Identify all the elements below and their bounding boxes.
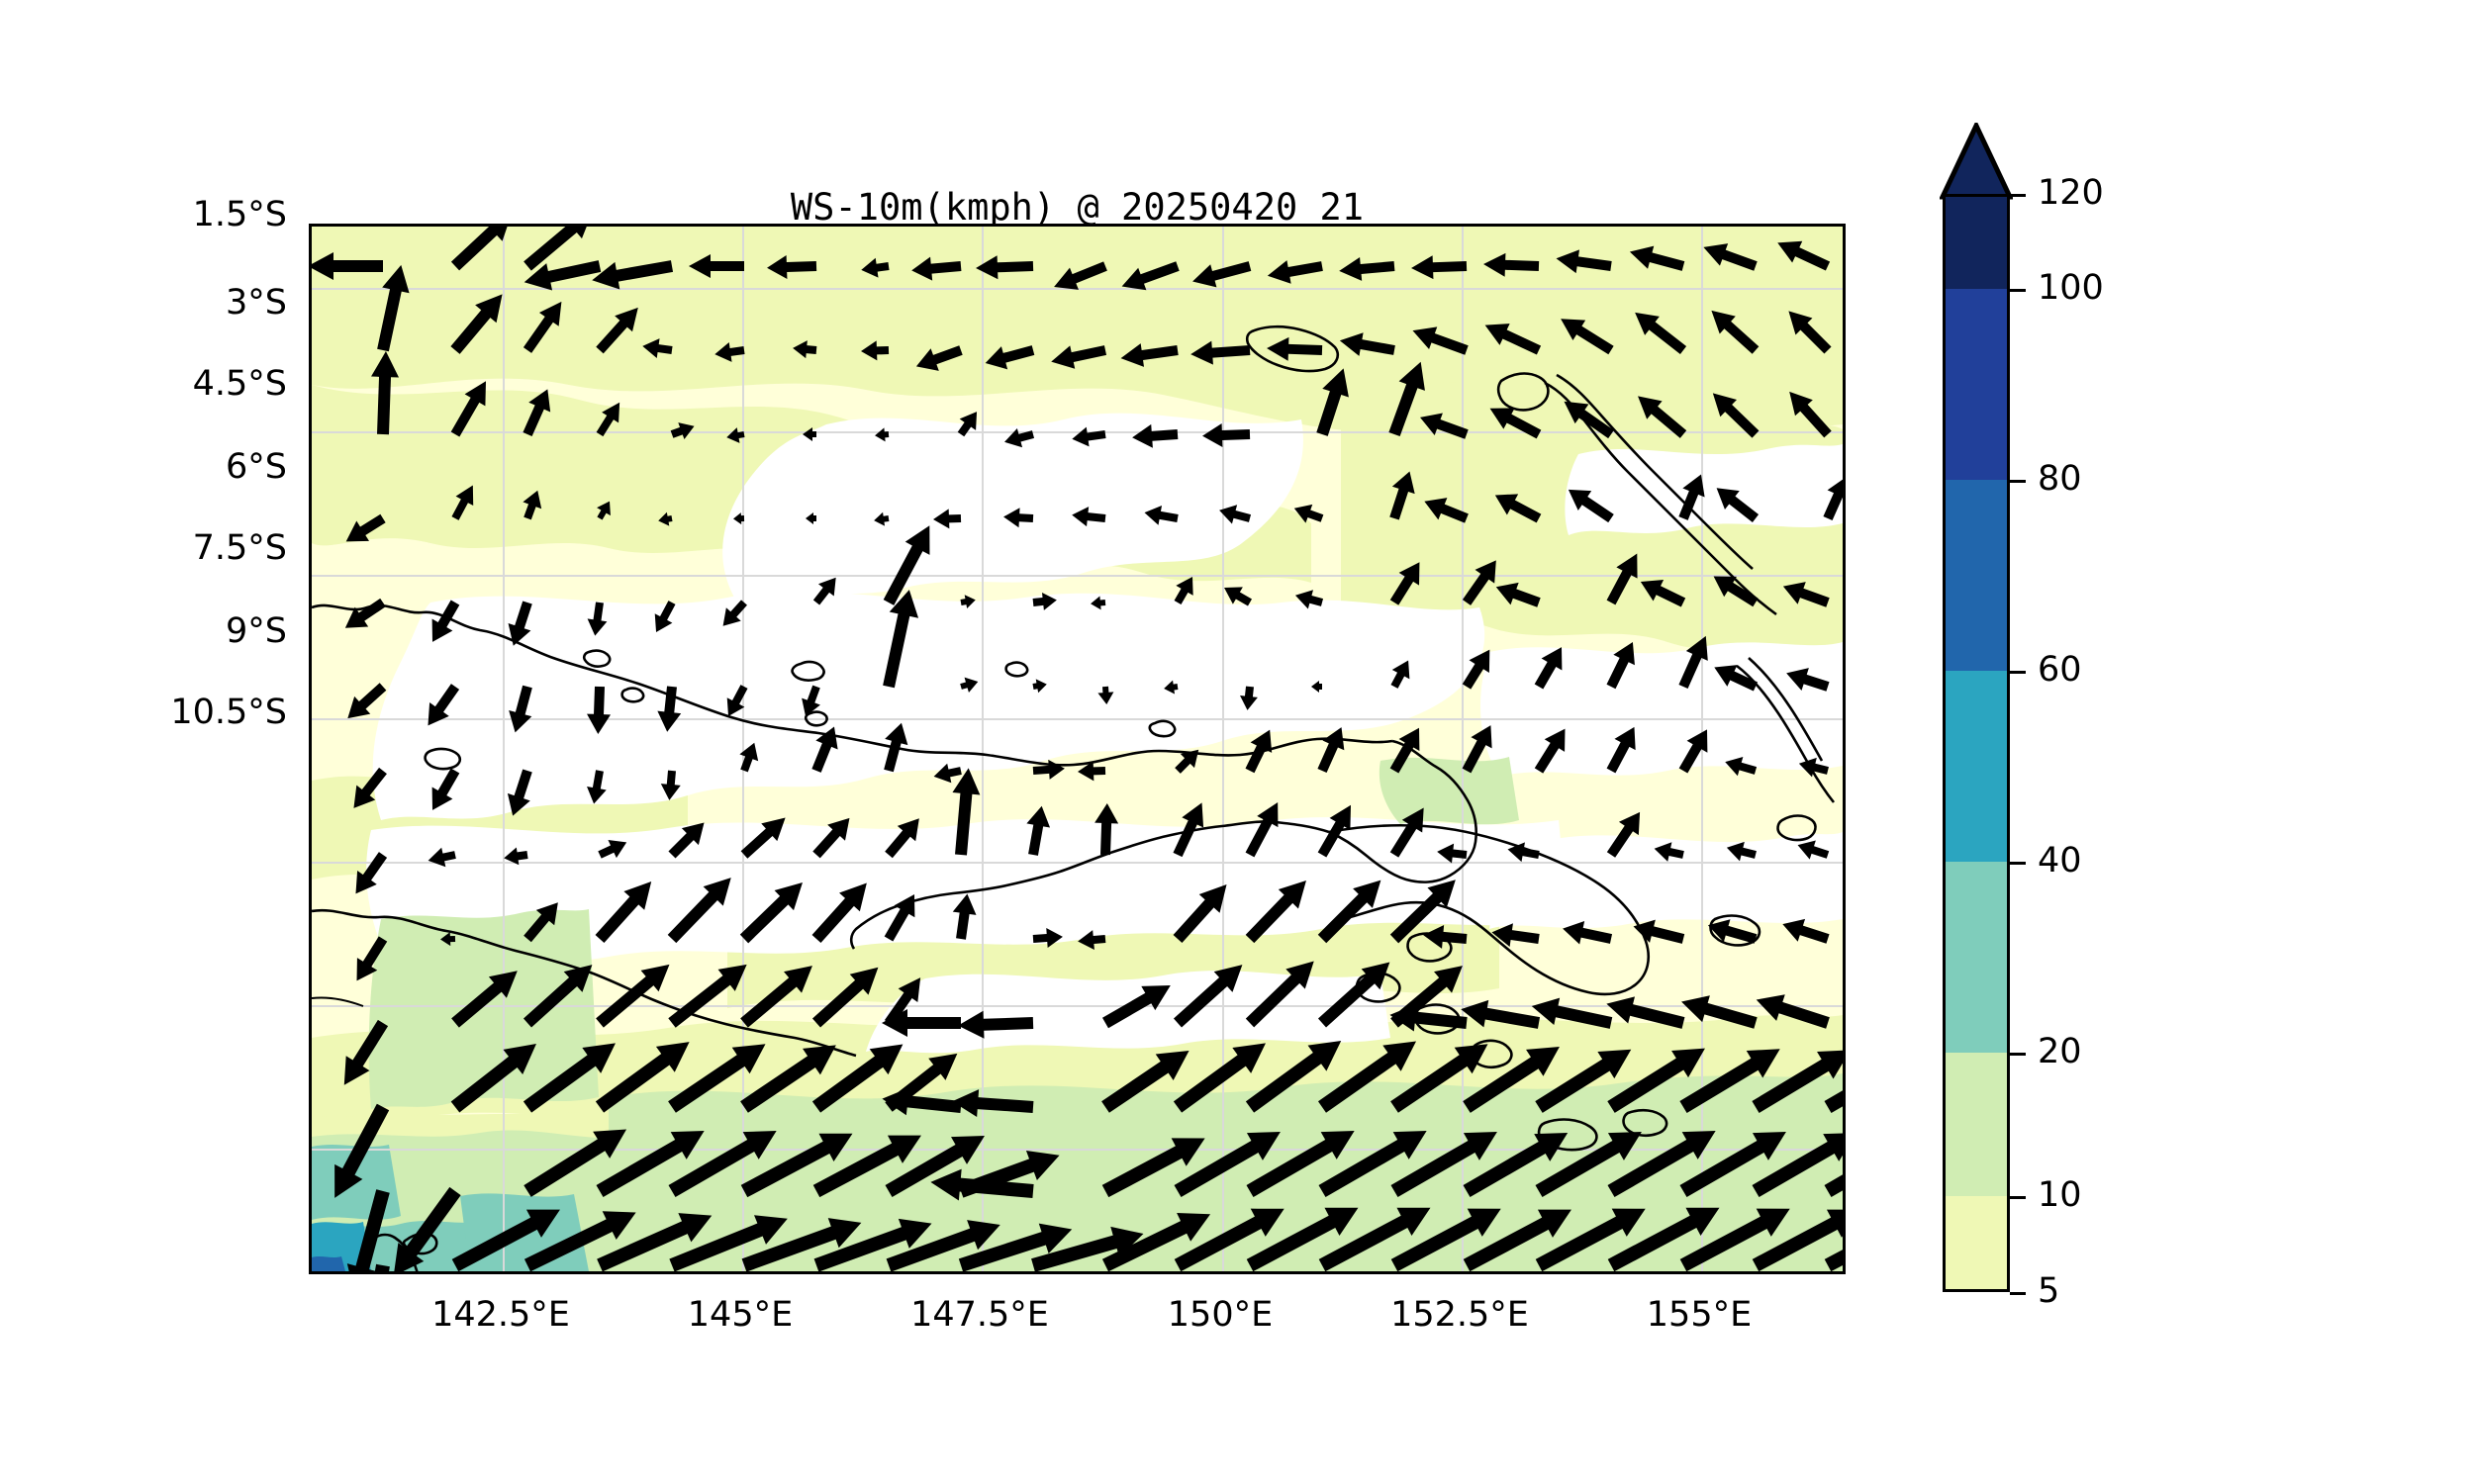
colorbar-extend-arrow xyxy=(1940,123,2013,200)
cbar-band-100-120 xyxy=(1943,194,2010,289)
xtick-label-1: 142.5°E xyxy=(431,1295,570,1335)
ytick-label-5: 7.5°S xyxy=(192,528,287,568)
cbar-ticklabel-80: 80 xyxy=(2038,459,2082,499)
map-plot-area xyxy=(309,224,1846,1274)
cbar-ticklabel-100: 100 xyxy=(2038,268,2104,308)
colorbar-gradient xyxy=(1943,194,2010,1292)
cbar-ticklabel-10: 10 xyxy=(2038,1175,2082,1215)
colorbar: 120 100 80 60 40 20 10 5 xyxy=(1940,123,2104,1309)
cbar-ticklabel-120: 120 xyxy=(2038,173,2104,213)
xtick-label-6: 155°E xyxy=(1646,1295,1753,1335)
ytick-label-4: 6°S xyxy=(226,447,287,487)
cbar-tick-80 xyxy=(2010,480,2026,483)
cbar-band-40-60 xyxy=(1943,671,2010,862)
cbar-ticklabel-40: 40 xyxy=(2038,841,2082,881)
xtick-label-3: 147.5°E xyxy=(910,1295,1049,1335)
cbar-band-10-20 xyxy=(1943,1053,2010,1196)
ytick-label-3: 4.5°S xyxy=(192,364,287,404)
cbar-band-80-100 xyxy=(1943,289,2010,480)
cbar-tick-40 xyxy=(2010,862,2026,865)
cbar-tick-10 xyxy=(2010,1196,2026,1199)
cbar-tick-5 xyxy=(2010,1292,2026,1295)
ytick-label-7: 10.5°S xyxy=(170,693,287,732)
ytick-label-6: 9°S xyxy=(226,611,287,651)
cbar-tick-20 xyxy=(2010,1053,2026,1056)
ytick-label-2: 3°S xyxy=(226,283,287,323)
cbar-ticklabel-60: 60 xyxy=(2038,650,2082,690)
title-line-1: WS-10m(kmph) @ 20250420_21 xyxy=(790,186,1365,229)
ytick-label-1: 1.5°S xyxy=(192,195,287,234)
xtick-label-2: 145°E xyxy=(687,1295,794,1335)
cbar-tick-120 xyxy=(2010,194,2026,197)
cbar-ticklabel-5: 5 xyxy=(2038,1271,2060,1311)
shading-band-80-100 xyxy=(312,1256,345,1271)
map-clip xyxy=(312,227,1843,1271)
wind-speed-map xyxy=(312,227,1843,1271)
coastlines xyxy=(312,325,1836,1271)
cbar-band-60-80 xyxy=(1943,480,2010,671)
wind-quiver-arrows xyxy=(312,227,1843,1271)
cbar-ticklabel-20: 20 xyxy=(2038,1032,2082,1071)
xtick-label-5: 152.5°E xyxy=(1390,1295,1529,1335)
xtick-label-4: 150°E xyxy=(1167,1295,1274,1335)
cbar-band-5-10 xyxy=(1943,1196,2010,1292)
cbar-band-20-40 xyxy=(1943,862,2010,1053)
cbar-tick-60 xyxy=(2010,671,2026,674)
cbar-tick-100 xyxy=(2010,289,2026,292)
